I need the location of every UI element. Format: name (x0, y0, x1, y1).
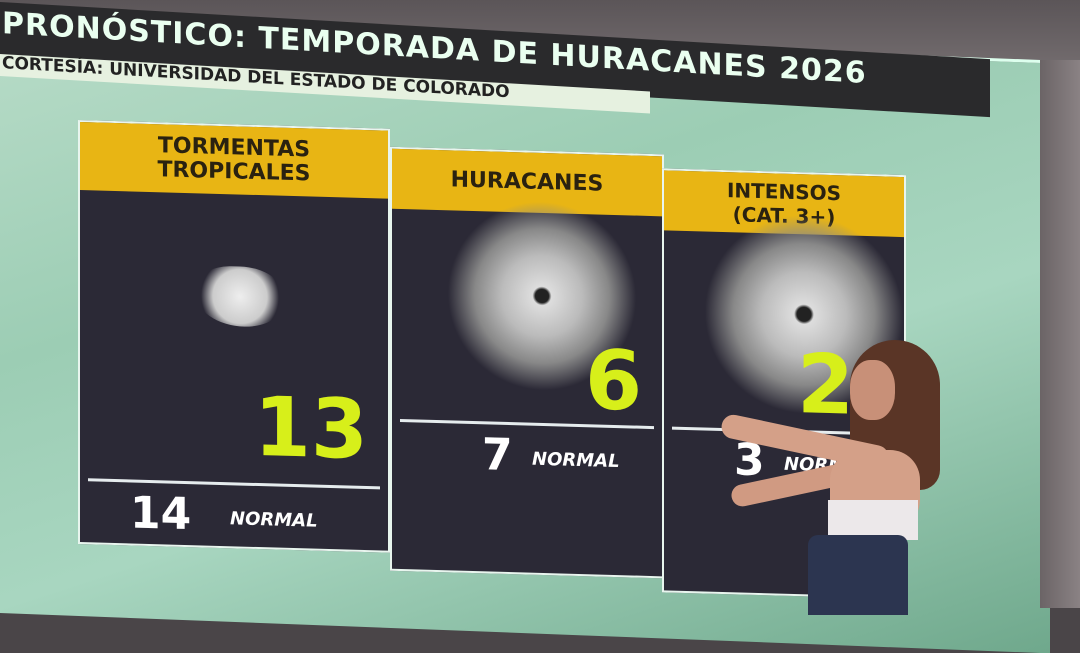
forecast-number: 13 (253, 379, 368, 479)
panel-hurricanes: HURACANES 6 7 NORMAL (390, 146, 664, 579)
panel-header: TORMENTAS TROPICALES (80, 122, 388, 199)
normal-label: NORMAL (532, 448, 620, 473)
forecast-number: 6 (584, 333, 642, 430)
cloud-satellite-image (195, 265, 285, 328)
normal-value: 14 (130, 487, 192, 541)
normal-value: 7 (482, 429, 513, 482)
presenter (700, 340, 950, 615)
panel-tropical-storms: TORMENTAS TROPICALES 13 14 NORMAL (78, 120, 390, 553)
studio-wall (1040, 60, 1080, 608)
normal-label: NORMAL (230, 508, 318, 532)
